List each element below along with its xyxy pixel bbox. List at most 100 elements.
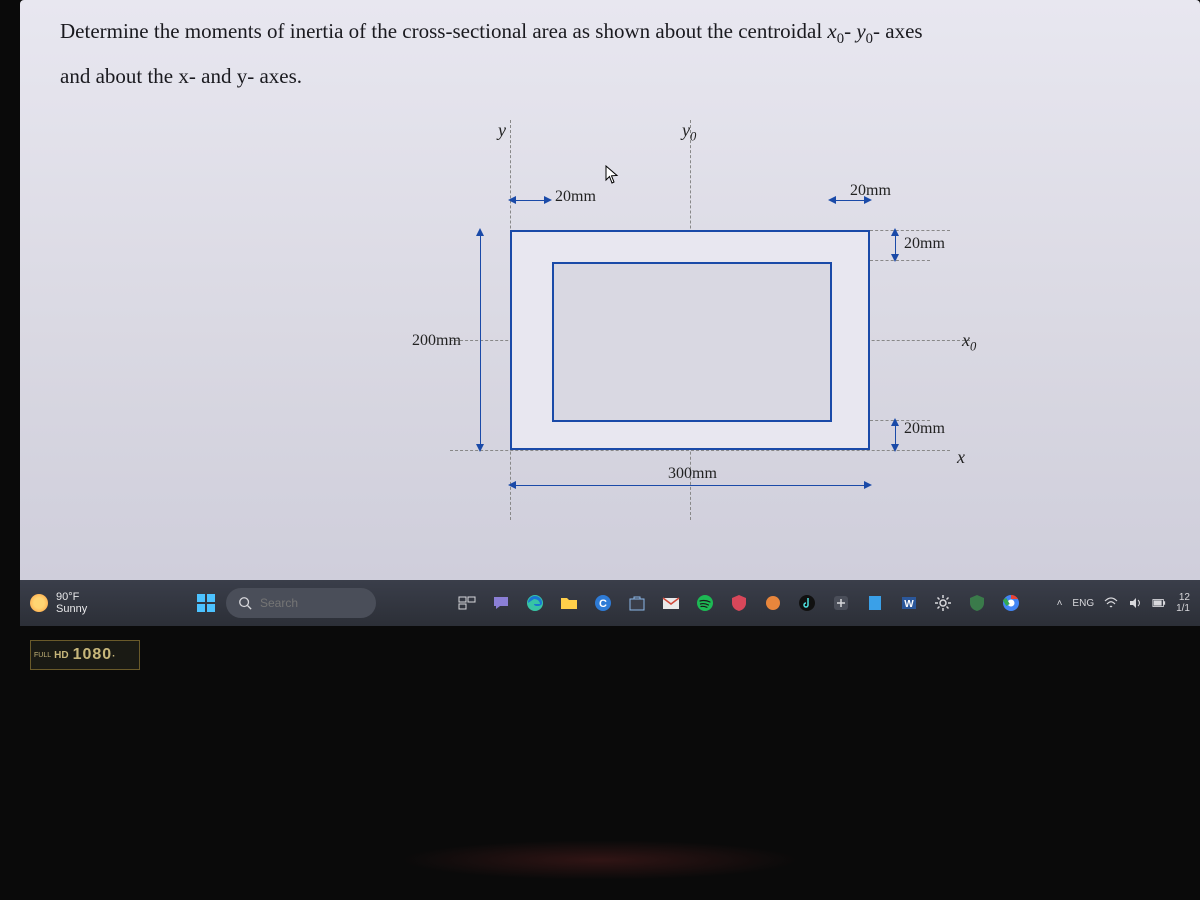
dim-200-label: 200mm [412, 332, 461, 350]
app3-button[interactable] [758, 588, 788, 618]
chat-button[interactable] [486, 588, 516, 618]
dim-300-arrow-r [864, 481, 872, 489]
edge-icon [525, 593, 545, 613]
mail-button[interactable] [656, 588, 686, 618]
question-text: Determine the moments of inertia of the … [20, 0, 1200, 97]
dim-20a-label: 20mm [555, 188, 596, 206]
windows-taskbar[interactable]: 90°F Sunny C W ˄ ENG [20, 580, 1200, 626]
dim-20d-ad [891, 444, 899, 452]
top-ref-dashed [870, 230, 950, 231]
dim-20c-ad [891, 254, 899, 262]
taskbar-search[interactable] [226, 588, 376, 618]
search-input[interactable] [260, 596, 350, 610]
volume-icon[interactable] [1128, 596, 1142, 610]
var-y0: y [856, 19, 865, 43]
question-line1-prefix: Determine the moments of inertia of the … [60, 19, 827, 43]
svg-text:W: W [904, 599, 914, 610]
monitor-bezel-badge: FULL HD 1080· [30, 640, 140, 670]
dash1: - [844, 19, 856, 43]
start-button[interactable] [192, 589, 220, 617]
app-icon: C [593, 593, 613, 613]
tray-time[interactable]: 12 [1179, 592, 1190, 603]
gear-icon [933, 593, 953, 613]
x0-label: x0 [962, 330, 976, 355]
edge-button[interactable] [520, 588, 550, 618]
task-view-icon [457, 593, 477, 613]
outer-rect [510, 230, 870, 450]
store-button[interactable] [622, 588, 652, 618]
dim-300-label: 300mm [668, 465, 717, 483]
keyboard-glow [400, 840, 800, 880]
settings-button[interactable] [928, 588, 958, 618]
doc-icon [865, 593, 885, 613]
mail-icon [661, 593, 681, 613]
var-x0: x [827, 19, 836, 43]
battery-icon[interactable] [1152, 596, 1166, 610]
mouse-cursor-icon [605, 165, 619, 185]
dim-20d-label: 20mm [904, 420, 945, 438]
tray-date[interactable]: 1/1 [1176, 603, 1190, 614]
weather-widget[interactable]: 90°F Sunny [30, 591, 110, 615]
circle-icon [763, 593, 783, 613]
windows-icon [197, 594, 215, 612]
shield-icon [729, 593, 749, 613]
wifi-icon[interactable] [1104, 596, 1118, 610]
badge-num: 1080 [73, 646, 113, 663]
x-label: x [957, 447, 965, 468]
spotify-icon [695, 593, 715, 613]
dim-200-arrow-up [476, 228, 484, 236]
app2-button[interactable] [724, 588, 754, 618]
dim-20c-au [891, 228, 899, 236]
svg-text:C: C [599, 598, 607, 610]
security-button[interactable] [962, 588, 992, 618]
dim-20a-al [508, 196, 516, 204]
top-ref2-dashed [870, 260, 930, 261]
chrome-icon [1001, 593, 1021, 613]
document-viewport: Determine the moments of inertia of the … [20, 0, 1200, 580]
spotify-button[interactable] [690, 588, 720, 618]
security-icon [967, 593, 987, 613]
badge-hd: HD [54, 650, 72, 661]
y-label: y [498, 120, 506, 141]
dim-300-line [510, 485, 870, 486]
dim-200-arrow-down [476, 444, 484, 452]
tiktok-button[interactable] [792, 588, 822, 618]
inner-rect [552, 262, 832, 422]
dim-20b-al [828, 196, 836, 204]
tray-lang[interactable]: ENG [1072, 598, 1094, 609]
weather-temp: 90°F [56, 591, 87, 603]
chat-icon [491, 593, 511, 613]
tray-chevron-icon[interactable]: ˄ [1057, 598, 1063, 609]
dim-20a-ar [544, 196, 552, 204]
explorer-button[interactable] [554, 588, 584, 618]
suffix: - axes [873, 19, 923, 43]
word-button[interactable]: W [894, 588, 924, 618]
weather-cond: Sunny [56, 603, 87, 615]
search-icon [238, 596, 252, 610]
sub-0a: 0 [837, 31, 844, 47]
badge-full: FULL [34, 652, 51, 659]
app5-button[interactable] [860, 588, 890, 618]
store-icon [627, 593, 647, 613]
question-line2: and about the x- and y- axes. [60, 64, 302, 88]
taskbar-pinned: C W [452, 588, 1026, 618]
dim-20c-label: 20mm [904, 235, 945, 253]
dim-300-arrow-l [508, 481, 516, 489]
system-tray[interactable]: ˄ ENG 12 1/1 [1057, 592, 1190, 614]
figure: y y0 x0 x 200mm 300mm 20mm 20mm 20mm [390, 120, 1020, 530]
folder-icon [559, 593, 579, 613]
word-icon: W [899, 593, 919, 613]
x-axis-dashed [450, 450, 950, 451]
chrome-button[interactable] [996, 588, 1026, 618]
app1-button[interactable]: C [588, 588, 618, 618]
y0-label: y0 [682, 120, 696, 145]
sub-0b: 0 [866, 31, 873, 47]
dim-20d-au [891, 418, 899, 426]
app4-button[interactable] [826, 588, 856, 618]
sun-icon [30, 594, 48, 612]
dim-200-line [480, 230, 481, 450]
tiktok-icon [797, 593, 817, 613]
plus-icon [831, 593, 851, 613]
dim-20b-label: 20mm [850, 182, 891, 200]
task-view-button[interactable] [452, 588, 482, 618]
